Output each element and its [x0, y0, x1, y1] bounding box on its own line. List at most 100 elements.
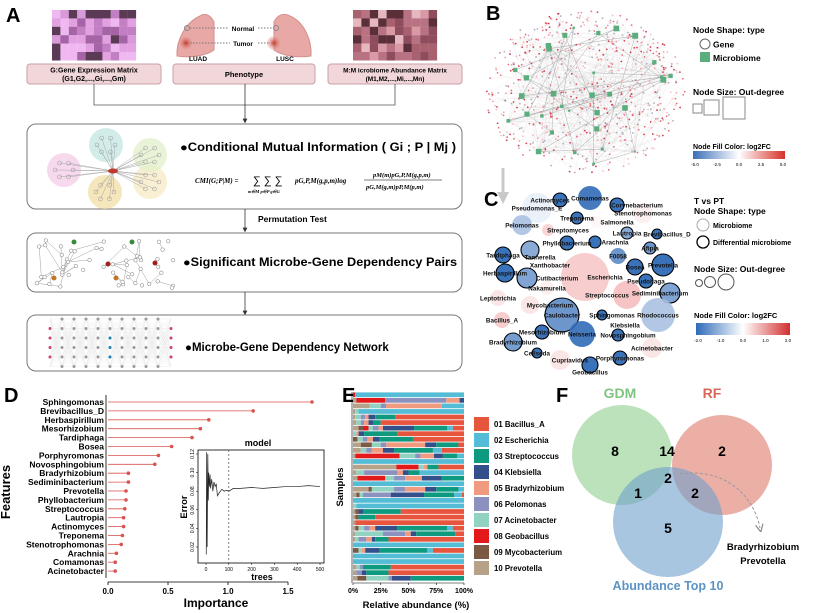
lollipop-point	[121, 515, 126, 520]
gene-node	[488, 111, 490, 114]
heatmap-cell	[68, 52, 78, 61]
edge	[602, 149, 644, 151]
microbiome-node	[660, 76, 667, 83]
gene-node	[570, 95, 572, 98]
gene-node	[675, 102, 678, 105]
microbiome-node	[550, 90, 557, 97]
lollipop-point	[169, 444, 174, 449]
bar-segment-escherichia	[457, 453, 464, 459]
edge	[85, 318, 99, 339]
gene-node	[600, 104, 603, 107]
bar-segment-bradyrhizobium	[386, 442, 426, 448]
heatmap-cell	[94, 26, 103, 36]
gene-node	[496, 71, 499, 74]
node	[60, 355, 64, 359]
bar-segment-pelomonas	[356, 570, 362, 576]
node-label: Actinomyces	[530, 197, 570, 204]
gene-node	[657, 89, 660, 92]
node	[124, 262, 129, 268]
gene-node	[495, 108, 498, 111]
gene-node	[619, 94, 622, 97]
gene-node	[556, 31, 558, 34]
edge	[549, 21, 614, 49]
edge	[109, 318, 123, 339]
edge	[581, 75, 671, 109]
venn-annotation-label: Bradyrhizobium	[727, 542, 799, 553]
node-label: Novosphingobium	[600, 332, 656, 339]
edge	[616, 47, 626, 108]
node	[112, 142, 118, 148]
gene-node	[596, 25, 598, 27]
edge	[544, 71, 575, 153]
e-xlabel: Relative abundance (%)	[363, 600, 470, 611]
bar-segment-prevotella	[353, 486, 369, 492]
edge	[548, 48, 567, 136]
node	[72, 327, 76, 330]
edge	[521, 95, 652, 129]
microbiome-node	[535, 148, 542, 155]
c-color-ticks: -2.0 -1.0 0.0 1.0 2.0	[694, 338, 792, 343]
node-label: Stenotrophomonas	[614, 210, 672, 217]
edge	[157, 328, 172, 367]
heatmap-cell	[369, 35, 379, 44]
gene-node	[502, 111, 505, 114]
bar-segment-streptococcus	[362, 509, 401, 514]
edge	[49, 318, 63, 358]
gene-node	[570, 13, 573, 16]
microbiome-matrix-sub: (M1,M2,...,Mi,...,Mn)	[366, 76, 425, 83]
gene-node	[589, 131, 591, 134]
gene-node	[585, 109, 588, 112]
edge	[549, 48, 677, 104]
lollipop-point	[207, 418, 211, 422]
gene-node	[544, 22, 547, 24]
gene-node	[621, 33, 624, 36]
node-label: Caulobacter	[544, 312, 581, 319]
node	[108, 135, 113, 141]
edge	[586, 19, 671, 76]
node-neisseria	[569, 321, 595, 347]
bar-segment-acinetobacter	[371, 442, 381, 448]
edge	[510, 35, 636, 40]
heatmap-cell	[361, 18, 370, 27]
edge	[149, 272, 162, 285]
gene-node	[540, 111, 542, 113]
gene-node	[491, 93, 494, 96]
venn-count-gdm-rf-abundance: 2	[664, 470, 672, 486]
gene-node	[604, 122, 607, 124]
gene-node	[609, 19, 612, 22]
edge	[543, 107, 626, 143]
feature-label: Lautropia	[65, 513, 104, 523]
c-color-bar	[696, 323, 790, 335]
node	[48, 327, 52, 330]
c-color-tick: -2.0	[694, 338, 702, 343]
gene-node	[586, 101, 589, 104]
edge	[145, 356, 159, 367]
heatmap-cell	[353, 10, 362, 19]
gene-node	[531, 134, 534, 137]
gene-node	[512, 132, 515, 135]
gene-node	[661, 134, 664, 137]
bar-segment-klebsiella	[390, 492, 425, 498]
gene-node	[549, 84, 552, 86]
edge	[109, 318, 123, 329]
node-label: Phyllobacterium	[543, 240, 592, 247]
heatmap-cell	[110, 26, 120, 36]
inset-x-tick-label: 200	[247, 567, 256, 573]
importance-lollipop-chart: Features Importance 0.0 0.5 1.0 1.5Sphingom…	[0, 395, 314, 610]
edge	[73, 318, 87, 329]
heatmap-cell	[77, 26, 86, 36]
bar-segment-geobacillus	[355, 453, 400, 459]
b-color-tick: 0.0	[736, 162, 743, 167]
lollipop-point	[113, 560, 117, 564]
bar-segment-prevotella	[353, 442, 361, 448]
gene-node	[610, 103, 613, 106]
edge	[592, 53, 660, 96]
gene-node	[644, 154, 647, 157]
bar-segment-bacillus_a	[441, 447, 464, 453]
edge	[596, 54, 671, 76]
gene-node	[539, 59, 541, 62]
gene-node	[581, 108, 583, 110]
gene-node	[652, 84, 655, 87]
venn-count-rf-only: 2	[718, 443, 726, 459]
node-tannerella	[520, 240, 540, 260]
